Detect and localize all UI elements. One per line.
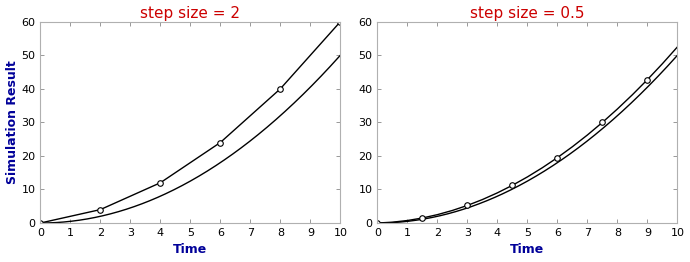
Title: step size = 0.5: step size = 0.5	[470, 6, 584, 20]
X-axis label: Time: Time	[511, 243, 544, 256]
X-axis label: Time: Time	[173, 243, 208, 256]
Y-axis label: Simulation Result: Simulation Result	[6, 61, 19, 184]
Title: step size = 2: step size = 2	[140, 6, 240, 20]
